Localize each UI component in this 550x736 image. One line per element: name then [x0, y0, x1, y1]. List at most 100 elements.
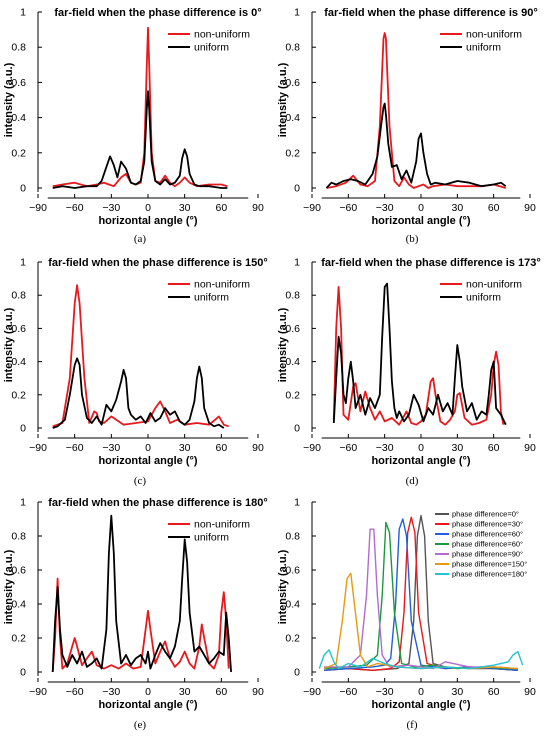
x-tick-label: 30 [451, 202, 463, 214]
y-axis-label: intensity (a.u.) [3, 307, 15, 382]
y-tick-label: 1 [294, 497, 300, 509]
series-line-2 [332, 282, 507, 426]
series-line-1 [51, 577, 230, 673]
y-tick-label: 0.4 [11, 112, 26, 124]
y-tick-label: 0.8 [285, 42, 300, 54]
legend-label: phase difference=90° [452, 550, 523, 559]
x-tick-label: 60 [488, 202, 500, 214]
y-tick-label: 0.8 [11, 42, 26, 54]
y-tick-label: 0.8 [285, 290, 300, 302]
x-tick-label: −30 [102, 202, 120, 214]
x-tick-label: −30 [102, 686, 120, 698]
x-tick-label: −90 [29, 202, 47, 214]
legend-label: non-uniform [194, 279, 250, 291]
y-tick-label: 0.2 [285, 389, 300, 401]
legend-label: uniform [194, 532, 229, 544]
legend-label: uniform [194, 42, 229, 54]
x-tick-label: 60 [488, 686, 500, 698]
y-tick-label: 0.4 [285, 599, 300, 611]
x-tick-label: −90 [303, 442, 321, 454]
x-tick-label: 30 [179, 442, 191, 454]
y-tick-label: 0.6 [285, 565, 300, 577]
x-axis-label: horizontal angle (°) [371, 699, 470, 711]
legend-label: phase difference=30° [452, 520, 523, 529]
panel-caption: (a) [134, 233, 147, 245]
x-tick-label: 30 [451, 442, 463, 454]
y-tick-label: 0.2 [285, 633, 300, 645]
series-line-6 [323, 572, 518, 670]
legend-label: phase difference=60° [452, 540, 523, 549]
chart-title: far-field when the phase difference is 1… [48, 497, 268, 509]
y-tick-label: 0 [294, 667, 300, 679]
x-tick-label: −90 [303, 202, 321, 214]
series-line-5 [324, 528, 518, 670]
chart-panel-4: 0 0.2 0.4 0.6 0.8 1 −90 −60 −30 0 30 60 90 horizontal… [277, 257, 541, 488]
y-axis-label: intensity (a.u.) [3, 549, 15, 624]
legend-label: non-uniform [466, 29, 522, 41]
legend-label: phase difference=0° [452, 510, 519, 519]
panel-caption: (b) [406, 233, 419, 245]
y-tick-label: 0.2 [11, 389, 26, 401]
y-tick-label: 0.6 [11, 565, 26, 577]
x-tick-label: 90 [524, 202, 536, 214]
chart-title: far-field when the phase difference is 0… [54, 7, 261, 19]
panel-caption: (d) [406, 475, 419, 487]
series-line-1 [52, 26, 228, 188]
x-tick-label: −30 [102, 442, 120, 454]
x-tick-label: 0 [145, 202, 151, 214]
y-axis-label: intensity (a.u.) [277, 307, 289, 382]
x-tick-label: 0 [145, 442, 151, 454]
x-tick-label: −60 [66, 442, 84, 454]
legend-label: non-uniform [466, 279, 522, 291]
chart-panel-6: 0 0.2 0.4 0.6 0.8 1 −90 −60 −30 0 30 60 90 horizontal… [277, 497, 536, 732]
y-tick-label: 0.2 [11, 147, 26, 159]
x-tick-label: 90 [252, 202, 264, 214]
y-tick-label: 1 [20, 257, 26, 269]
x-tick-label: −60 [339, 686, 357, 698]
x-tick-label: −30 [376, 442, 394, 454]
x-tick-label: 90 [252, 686, 264, 698]
y-tick-label: 0.4 [285, 112, 300, 124]
chart-panel-3: 0 0.2 0.4 0.6 0.8 1 −90 −60 −30 0 30 60 90 horizontal… [3, 257, 268, 488]
y-tick-label: 0.8 [11, 531, 26, 543]
y-tick-label: 1 [294, 7, 300, 19]
x-axis-label: horizontal angle (°) [98, 455, 197, 467]
y-tick-label: 0.4 [11, 356, 26, 368]
legend-label: non-uniform [194, 29, 250, 41]
x-tick-label: 30 [451, 686, 463, 698]
panel-caption: (e) [134, 719, 147, 731]
x-tick-label: 0 [145, 686, 151, 698]
y-axis-label: intensity (a.u.) [277, 549, 289, 624]
chart-panel-1: 0 0.2 0.4 0.6 0.8 1 −90 −60 −30 0 30 60 90 horizontal… [3, 7, 264, 246]
x-tick-label: −60 [339, 442, 357, 454]
legend-label: uniform [466, 42, 501, 54]
y-tick-label: 0 [294, 183, 300, 195]
legend-label: non-uniform [194, 519, 250, 531]
x-tick-label: −60 [66, 686, 84, 698]
x-tick-label: 60 [215, 686, 227, 698]
y-tick-label: 1 [20, 7, 26, 19]
chart-panel-2: 0 0.2 0.4 0.6 0.8 1 −90 −60 −30 0 30 60 90 horizontal… [277, 7, 538, 246]
x-axis-label: horizontal angle (°) [371, 215, 470, 227]
x-tick-label: 30 [179, 202, 191, 214]
y-tick-label: 0.2 [285, 147, 300, 159]
y-tick-label: 0.6 [11, 77, 26, 89]
series-line-2 [52, 357, 225, 429]
series-line-2 [51, 514, 232, 673]
x-tick-label: −90 [29, 442, 47, 454]
panel-caption: (f) [407, 719, 418, 731]
y-tick-label: 0.6 [11, 323, 26, 335]
y-tick-label: 0.6 [285, 77, 300, 89]
y-tick-label: 0 [294, 423, 300, 435]
x-tick-label: 90 [524, 442, 536, 454]
y-axis-label: intensity (a.u.) [3, 62, 15, 137]
y-tick-label: 0.6 [285, 323, 300, 335]
x-tick-label: 60 [488, 442, 500, 454]
x-tick-label: 0 [418, 442, 424, 454]
chart-title: far-field when the phase difference is 1… [321, 257, 541, 269]
y-axis-label: intensity (a.u.) [277, 62, 289, 137]
x-tick-label: 30 [179, 686, 191, 698]
panel-caption: (c) [134, 475, 147, 487]
y-tick-label: 0 [20, 423, 26, 435]
x-axis-label: horizontal angle (°) [98, 215, 197, 227]
